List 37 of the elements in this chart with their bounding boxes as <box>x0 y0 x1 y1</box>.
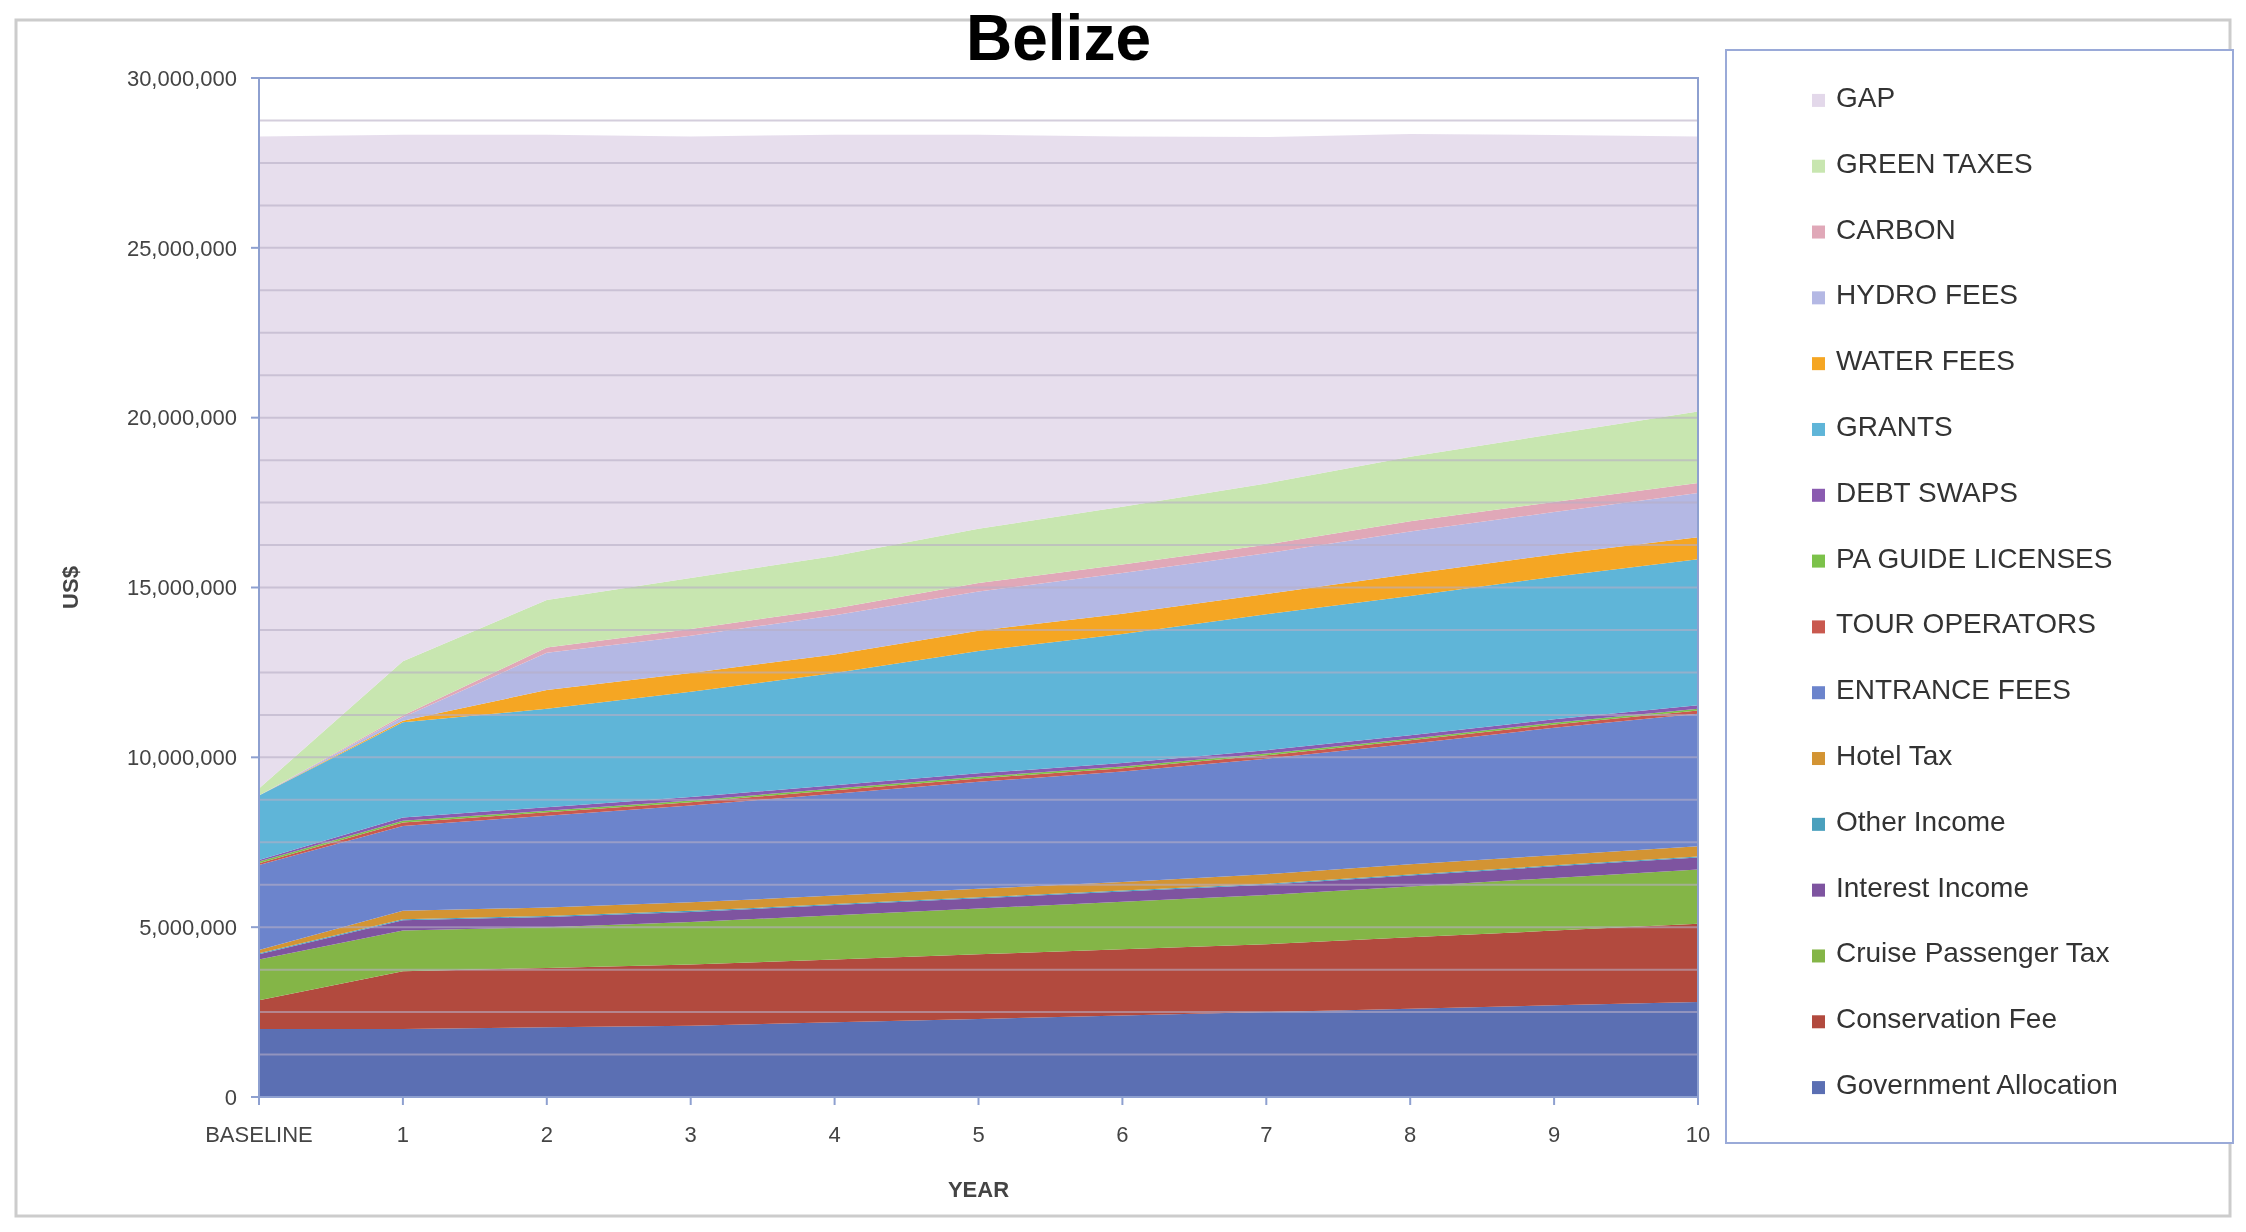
x-tick-label: 5 <box>972 1122 985 1147</box>
legend-label: Conservation Fee <box>1836 1003 2058 1035</box>
y-tick-label: 15,000,000 <box>126 575 237 601</box>
legend-label: Other Income <box>1836 805 2006 837</box>
legend-label: TOUR OPERATORS <box>1836 608 2096 640</box>
legend-label: DEBT SWAPS <box>1836 476 2019 508</box>
chart-title: Belize <box>966 2 1151 74</box>
x-tick-label: 4 <box>828 1122 841 1147</box>
y-tick-label: 25,000,000 <box>126 235 237 261</box>
x-tick-label: 10 <box>1685 1122 1711 1147</box>
x-tick-label: 3 <box>684 1122 697 1147</box>
y-tick-label: 0 <box>224 1084 237 1110</box>
legend-label: Interest Income <box>1836 871 2029 903</box>
y-axis-title: US$ <box>58 566 83 609</box>
y-tick-label: 10,000,000 <box>126 745 237 771</box>
x-axis-title: YEAR <box>947 1177 1010 1202</box>
x-tick-label: 6 <box>1116 1122 1129 1147</box>
y-tick-label: 20,000,000 <box>126 405 237 431</box>
legend-label: CARBON <box>1836 213 1956 245</box>
legend-label: GAP <box>1836 81 1896 113</box>
legend-label: GREEN TAXES <box>1836 147 2033 179</box>
legend-label: PA GUIDE LICENSES <box>1836 542 2113 574</box>
legend-label: HYDRO FEES <box>1836 279 2019 311</box>
x-tick-label: BASELINE <box>205 1122 313 1147</box>
x-tick-label: 2 <box>540 1122 553 1147</box>
x-tick-label: 8 <box>1404 1122 1417 1147</box>
legend-label: ENTRANCE FEES <box>1836 674 2071 706</box>
y-tick-label: 5,000,000 <box>139 914 237 940</box>
legend-label: GRANTS <box>1836 410 1953 442</box>
legend-label: Government Allocation <box>1836 1069 2118 1101</box>
x-tick-label: 1 <box>396 1122 410 1147</box>
legend-label: Cruise Passenger Tax <box>1836 937 2110 969</box>
legend-label: Hotel Tax <box>1836 740 1953 772</box>
x-tick-label: 9 <box>1547 1122 1561 1147</box>
x-tick-label: 7 <box>1260 1122 1273 1147</box>
legend-label: WATER FEES <box>1836 345 2015 377</box>
y-tick-label: 30,000,000 <box>126 65 237 91</box>
